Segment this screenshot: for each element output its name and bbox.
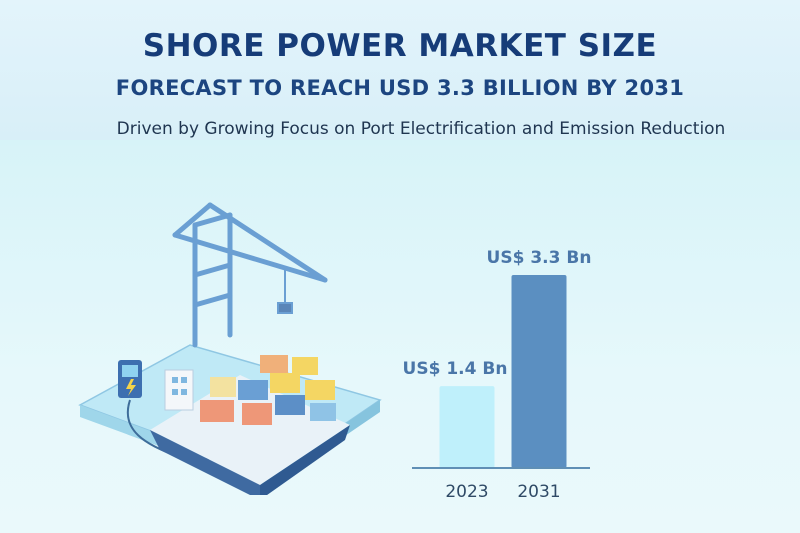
page-subtitle: FORECAST TO REACH USD 3.3 BILLION BY 203…	[115, 76, 685, 100]
data-label-2031: US$ 3.3 Bn	[487, 248, 592, 268]
data-label-2023: US$ 1.4 Bn	[403, 359, 508, 379]
charging-station-icon	[118, 360, 142, 398]
page-title: SHORE POWER MARKET SIZE	[142, 28, 658, 64]
background-panel	[0, 140, 800, 533]
bar-2031	[511, 275, 567, 468]
port-illustration	[78, 202, 382, 495]
header-band	[0, 0, 800, 140]
container-ship-icon	[150, 355, 350, 495]
tick-label-2023: 2023	[445, 482, 488, 502]
tick-label-2031: 2031	[517, 482, 560, 502]
harbor-crane-icon	[172, 202, 328, 348]
page-tagline: Driven by Growing Focus on Port Electrif…	[116, 119, 726, 139]
bar-2023	[439, 386, 495, 468]
